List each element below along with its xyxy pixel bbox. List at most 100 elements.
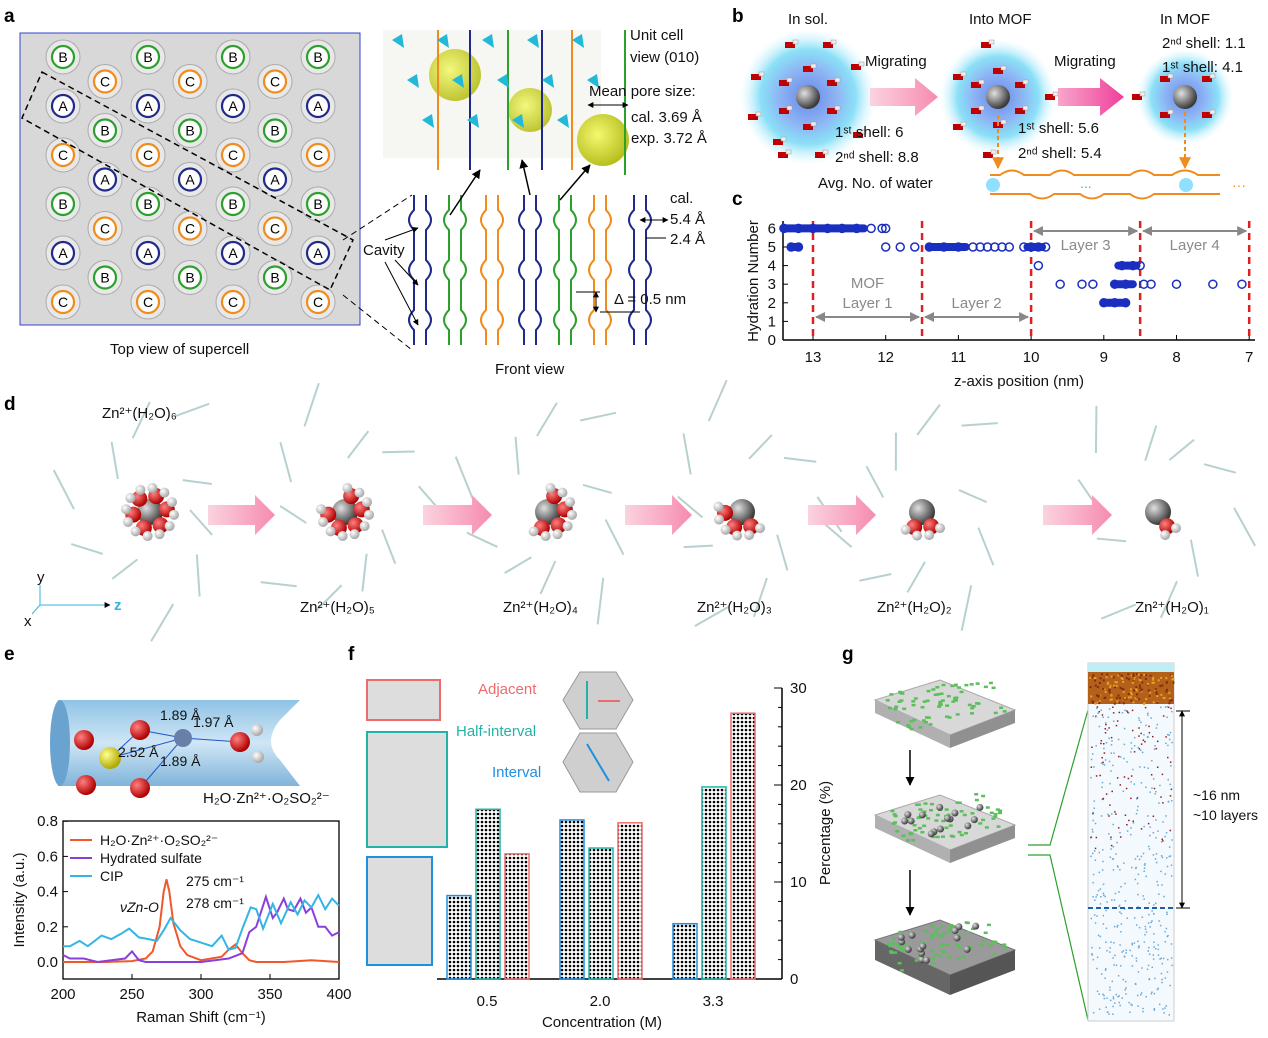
particle: [1165, 831, 1168, 834]
mof-linker: [916, 404, 941, 436]
molecule: [940, 699, 945, 702]
particle: [1101, 869, 1104, 871]
bar-interval: [672, 922, 698, 980]
particle: [1130, 781, 1132, 783]
ion-in-channel: [1179, 178, 1193, 192]
x-tick-label: 13: [805, 349, 822, 366]
electrolyte-particle: [1140, 674, 1143, 677]
molecule: [911, 700, 916, 703]
particle: [1134, 858, 1137, 860]
mof-linker: [111, 558, 139, 580]
hydrogen-atom: [755, 523, 766, 534]
electrolyte-particle: [1103, 688, 1106, 691]
molecule: [955, 713, 960, 716]
particle: [1168, 1014, 1170, 1016]
electrolyte-particle: [1154, 688, 1157, 691]
particle: [1150, 921, 1152, 924]
particle: [1124, 988, 1126, 991]
water-oxygen: [971, 82, 981, 88]
zn-atom: [908, 931, 916, 939]
molecule: [931, 835, 936, 839]
substrate-side: [950, 710, 1015, 748]
water-oxygen: [1132, 94, 1142, 100]
site-a: [220, 93, 246, 119]
particle: [1106, 950, 1108, 952]
particle: [1102, 716, 1104, 719]
water-hydrogen: [834, 77, 841, 83]
y-tick-label: 3: [768, 276, 776, 293]
molecule: [939, 692, 944, 695]
y-tick-label: 30: [790, 680, 807, 697]
molecules: [885, 681, 1008, 972]
dashed-guide-line: [342, 194, 413, 241]
electrolyte-particle: [1106, 682, 1109, 685]
channel-top-wall: [990, 169, 1220, 176]
particle: [1166, 716, 1168, 719]
particle: [1105, 793, 1108, 795]
molecule: [889, 951, 894, 955]
y-tick-label: 0: [790, 971, 798, 988]
particle: [1118, 1001, 1121, 1004]
particle: [1116, 865, 1119, 867]
molecule: [906, 839, 911, 842]
molecule: [953, 683, 958, 687]
x-tick-label: 10: [1023, 349, 1040, 366]
y-tick-label: 0.6: [37, 848, 58, 865]
x-axis-title: Concentration (M): [542, 1014, 662, 1031]
hydrogen-atom: [147, 482, 158, 493]
molecule: [888, 944, 893, 948]
particle: [1135, 957, 1138, 960]
particle: [1125, 993, 1127, 995]
electrolyte-particle: [1130, 699, 1133, 702]
particle: [1152, 854, 1155, 856]
particle: [1090, 855, 1092, 858]
electrolyte-particle: [1102, 687, 1105, 690]
particle: [1104, 895, 1106, 898]
electrolyte-particle: [1166, 688, 1169, 691]
molecule: [935, 685, 940, 689]
y-axis-label: y: [37, 569, 45, 586]
molecule: [922, 810, 927, 813]
molecule: [921, 719, 926, 722]
particle: [1130, 742, 1133, 744]
electrolyte-particle: [1145, 674, 1148, 677]
mof-linker: [961, 422, 998, 427]
x-tick-label: 200: [50, 986, 75, 1003]
region-label: Layer 4: [1170, 237, 1220, 254]
arrow: [519, 159, 531, 196]
molecule: [944, 826, 949, 830]
particle: [1104, 722, 1107, 724]
particle: [1146, 968, 1149, 971]
site-label: B: [100, 270, 109, 286]
particle: [1161, 773, 1164, 776]
particle: [1119, 836, 1122, 838]
particle: [1091, 828, 1094, 831]
avg-water-label: Avg. No. of water: [818, 175, 933, 192]
molecule: [929, 802, 934, 806]
particle: [1112, 845, 1115, 848]
electrolyte-particle: [1108, 691, 1111, 694]
molecule: [983, 931, 988, 935]
electrolyte-particle: [1136, 673, 1139, 676]
particle: [1147, 845, 1150, 848]
site-label: B: [58, 49, 67, 65]
site-b: [220, 191, 246, 217]
particle: [1124, 709, 1126, 712]
molecule: [887, 706, 892, 710]
particle: [1092, 753, 1094, 755]
particle: [1160, 840, 1163, 843]
molecule: [909, 727, 914, 731]
y-tick-label: 0.0: [37, 954, 58, 971]
bar-adjacent: [504, 853, 530, 980]
particle: [1138, 735, 1140, 737]
particle: [1109, 804, 1111, 806]
site-b: [135, 191, 161, 217]
particle: [1143, 766, 1146, 769]
electrolyte-particle: [1165, 677, 1168, 680]
particle: [1120, 965, 1122, 967]
particle: [1093, 807, 1095, 809]
particle: [1097, 934, 1100, 937]
molecule: [941, 683, 946, 687]
particle: [1092, 852, 1094, 855]
